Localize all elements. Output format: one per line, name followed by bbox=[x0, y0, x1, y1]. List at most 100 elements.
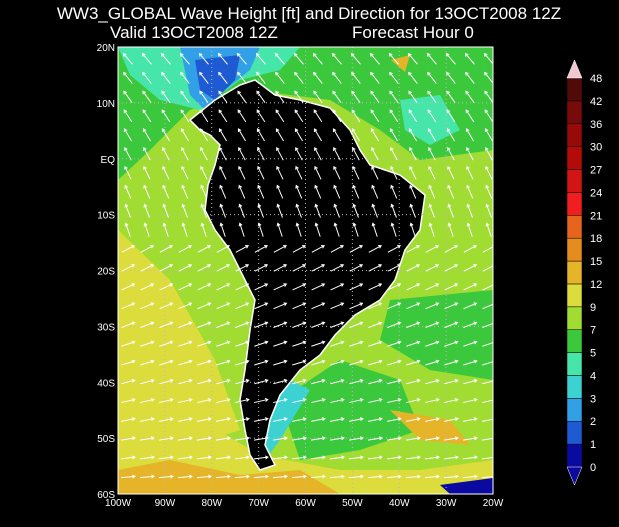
arrow bbox=[159, 359, 174, 366]
arrow bbox=[253, 474, 269, 479]
arrow bbox=[140, 398, 155, 404]
arrow bbox=[292, 436, 307, 441]
arrow bbox=[159, 283, 174, 291]
arrow bbox=[409, 222, 416, 237]
arrow bbox=[235, 321, 250, 328]
arrow bbox=[368, 264, 383, 272]
colorbar-bin bbox=[566, 215, 583, 239]
arrow bbox=[234, 455, 250, 460]
arrow bbox=[370, 109, 380, 123]
arrow bbox=[387, 378, 402, 385]
arrow bbox=[349, 264, 364, 272]
arrow bbox=[333, 146, 341, 161]
arrow bbox=[292, 321, 307, 328]
arrow bbox=[444, 378, 459, 385]
arrow bbox=[350, 52, 361, 65]
arrow bbox=[408, 71, 418, 84]
arrow bbox=[273, 321, 288, 328]
arrow bbox=[352, 165, 360, 180]
arrow bbox=[121, 378, 136, 385]
arrow bbox=[256, 71, 266, 84]
arrow bbox=[272, 455, 288, 460]
arrow bbox=[124, 165, 132, 180]
arrow bbox=[405, 455, 421, 460]
arrow bbox=[368, 359, 383, 366]
arrow bbox=[142, 109, 152, 123]
arrow bbox=[481, 476, 493, 479]
arrow bbox=[200, 203, 207, 218]
arrow bbox=[406, 283, 421, 291]
lon-label: 60W bbox=[295, 498, 316, 509]
arrow bbox=[216, 417, 231, 422]
arrow bbox=[181, 165, 189, 180]
arrow bbox=[295, 165, 303, 180]
arrow bbox=[330, 245, 344, 253]
arrow bbox=[409, 146, 417, 161]
arrow bbox=[406, 340, 421, 347]
arrow bbox=[466, 184, 474, 199]
arrow bbox=[485, 222, 492, 237]
arrow bbox=[427, 71, 437, 84]
arrow bbox=[180, 90, 190, 103]
arrow bbox=[482, 321, 493, 328]
arrow bbox=[196, 474, 212, 479]
lon-label: 20W bbox=[483, 498, 504, 509]
arrow bbox=[219, 146, 227, 161]
arrow bbox=[462, 455, 478, 460]
arrow bbox=[159, 302, 174, 310]
arrow bbox=[332, 90, 342, 103]
arrow bbox=[162, 184, 170, 199]
arrow bbox=[237, 128, 246, 142]
arrow bbox=[216, 340, 231, 347]
arrow bbox=[332, 71, 342, 84]
arrow bbox=[447, 222, 454, 237]
arrow bbox=[178, 264, 193, 272]
arrow bbox=[352, 203, 359, 218]
arrow bbox=[371, 146, 379, 161]
arrow bbox=[197, 264, 212, 272]
arrow bbox=[273, 302, 288, 310]
colorbar-bin bbox=[566, 375, 583, 399]
arrow bbox=[273, 378, 288, 385]
arrow bbox=[466, 165, 474, 180]
arrow bbox=[178, 417, 193, 422]
arrow bbox=[236, 52, 247, 65]
arrow bbox=[462, 474, 478, 479]
arrow bbox=[178, 245, 192, 253]
arrow bbox=[481, 456, 493, 460]
arrow bbox=[482, 437, 493, 441]
arrow bbox=[142, 128, 151, 142]
arrow bbox=[371, 184, 379, 199]
arrow bbox=[368, 417, 383, 422]
arrow bbox=[332, 128, 341, 142]
arrow bbox=[124, 222, 131, 237]
arrow bbox=[482, 302, 493, 310]
arrow bbox=[276, 222, 283, 237]
arrow bbox=[387, 283, 402, 291]
arrow bbox=[408, 109, 418, 123]
arrow bbox=[424, 455, 440, 460]
arrow bbox=[425, 340, 440, 347]
arrow bbox=[330, 264, 345, 272]
direction-arrows bbox=[120, 52, 493, 479]
arrow bbox=[291, 474, 307, 479]
arrow bbox=[197, 283, 212, 291]
arrow bbox=[197, 340, 212, 347]
arrow bbox=[159, 245, 173, 253]
arrow bbox=[314, 222, 321, 237]
arrow bbox=[371, 222, 378, 237]
arrow bbox=[180, 128, 189, 142]
arrow bbox=[427, 90, 437, 103]
arrow bbox=[292, 359, 307, 366]
arrow bbox=[485, 184, 493, 199]
arrow bbox=[139, 474, 155, 479]
arrow bbox=[142, 71, 152, 84]
colorbar-label: 27 bbox=[590, 165, 602, 177]
colorbar-label: 30 bbox=[590, 142, 602, 154]
arrow bbox=[371, 203, 378, 218]
arrow bbox=[370, 90, 380, 103]
arrow bbox=[444, 264, 459, 272]
arrow bbox=[444, 417, 459, 422]
arrow bbox=[330, 417, 345, 422]
colorbar-label: 1 bbox=[590, 439, 596, 451]
